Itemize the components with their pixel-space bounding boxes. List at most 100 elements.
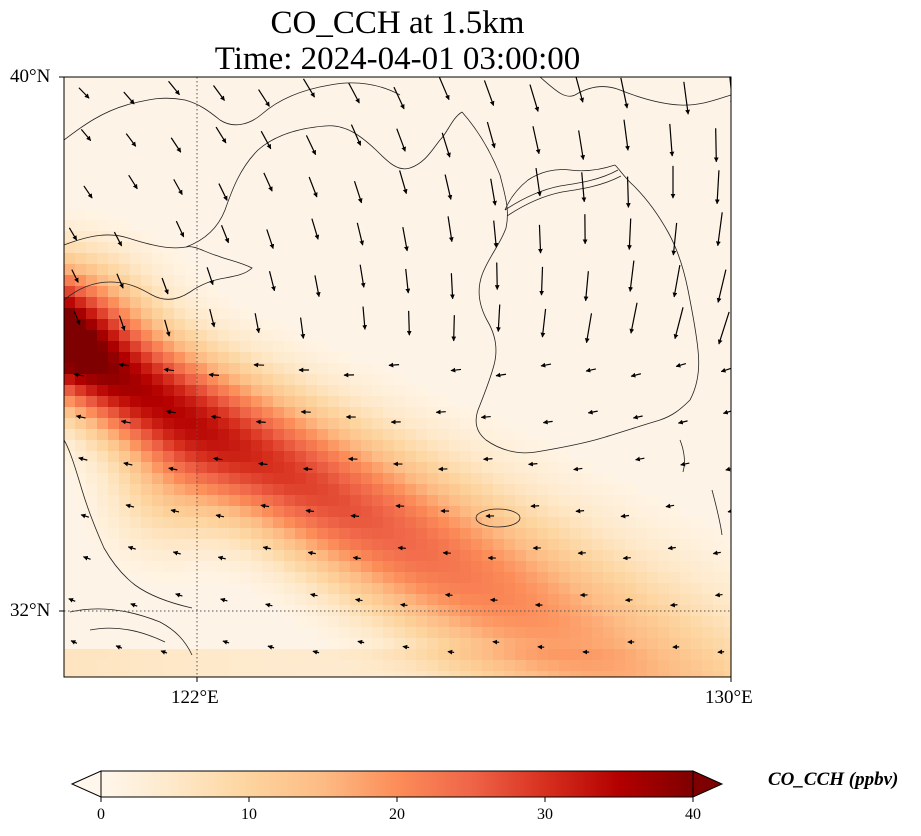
wind-arrow — [350, 513, 360, 519]
co-cell — [317, 539, 329, 551]
wind-arrow — [123, 461, 133, 467]
co-cell — [251, 484, 263, 496]
co-cell — [350, 616, 362, 628]
co-cell — [119, 451, 131, 463]
co-cell — [394, 374, 406, 386]
wind-arrow — [168, 80, 180, 96]
co-cell — [427, 649, 439, 661]
co-cell — [284, 583, 296, 595]
co-cell — [493, 440, 505, 452]
co-cell — [328, 539, 340, 551]
wind-arrow — [113, 231, 123, 247]
co-cell — [262, 671, 274, 677]
co-cell — [119, 396, 131, 408]
co-cell — [97, 374, 109, 386]
co-cell — [174, 275, 186, 287]
co-cell — [218, 495, 230, 507]
co-cell — [86, 209, 98, 221]
co-cell — [537, 495, 549, 507]
co-cell — [581, 561, 593, 573]
co-cell — [372, 671, 384, 677]
co-cell — [416, 517, 428, 529]
co-cell — [713, 528, 725, 540]
co-cell — [438, 440, 450, 452]
co-cell — [493, 418, 505, 430]
co-cell — [581, 550, 593, 562]
co-cell — [152, 495, 164, 507]
co-cell — [108, 451, 120, 463]
co-cell — [141, 550, 153, 562]
co-cell — [306, 440, 318, 452]
co-cell — [185, 495, 197, 507]
co-cell — [306, 528, 318, 540]
co-cell — [394, 429, 406, 441]
co-cell — [339, 550, 351, 562]
co-cell — [273, 363, 285, 375]
coastline-jiangsu — [64, 439, 193, 609]
co-cell — [449, 616, 461, 628]
co-cell — [152, 352, 164, 364]
co-cell — [460, 407, 472, 419]
co-cell — [317, 407, 329, 419]
co-cell — [570, 572, 582, 584]
co-cell — [86, 495, 98, 507]
co-cell — [405, 572, 417, 584]
co-cell — [438, 671, 450, 677]
co-cell — [482, 605, 494, 617]
co-cell — [328, 462, 340, 474]
co-cell — [229, 418, 241, 430]
co-cell — [75, 275, 87, 287]
co-cell — [570, 671, 582, 677]
co-cell — [515, 616, 527, 628]
wind-vectors — [68, 77, 731, 655]
co-cell — [559, 550, 571, 562]
wind-arrow — [73, 311, 81, 326]
co-cell — [416, 671, 428, 677]
co-cell — [218, 363, 230, 375]
co-cell — [460, 495, 472, 507]
co-cell — [559, 627, 571, 639]
co-cell — [163, 462, 175, 474]
co-cell — [405, 649, 417, 661]
co-cell — [548, 616, 560, 628]
co-cell — [603, 649, 615, 661]
co-cell — [130, 506, 142, 518]
co-cell — [284, 440, 296, 452]
co-cell — [405, 484, 417, 496]
wind-arrow — [213, 456, 223, 462]
co-cell — [350, 649, 362, 661]
co-cell — [724, 627, 731, 639]
co-cell — [284, 495, 296, 507]
co-cell — [427, 451, 439, 463]
co-cell — [515, 429, 527, 441]
co-cell — [460, 572, 472, 584]
co-cell — [306, 517, 318, 529]
co-cell — [196, 396, 208, 408]
co-cell — [185, 484, 197, 496]
co-cell — [416, 484, 428, 496]
co-cell — [658, 594, 670, 606]
co-cell — [625, 572, 637, 584]
co-cell — [581, 638, 593, 650]
co-cell — [108, 275, 120, 287]
co-cell — [515, 495, 527, 507]
co-cell — [108, 341, 120, 353]
co-cell — [64, 242, 76, 254]
co-cell — [141, 264, 153, 276]
co-cell — [86, 528, 98, 540]
co-cell — [295, 451, 307, 463]
co-cell — [86, 319, 98, 331]
co-cell — [295, 363, 307, 375]
co-cell — [163, 440, 175, 452]
co-cell — [75, 286, 87, 298]
co-cell — [174, 319, 186, 331]
co-cell — [75, 308, 87, 320]
co-cell — [152, 297, 164, 309]
co-cell — [691, 638, 703, 650]
wind-arrow — [402, 226, 409, 252]
co-cell — [141, 297, 153, 309]
co-cell — [163, 539, 175, 551]
co-cell — [119, 528, 131, 540]
co-cell — [372, 627, 384, 639]
co-cell — [449, 660, 461, 672]
